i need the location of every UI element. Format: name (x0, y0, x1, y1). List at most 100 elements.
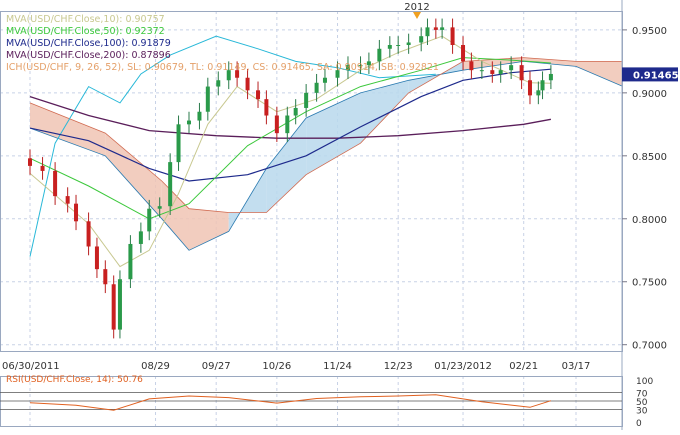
candle (186, 111, 191, 134)
kumo-segment (576, 61, 622, 87)
x-tick-label: 11/24 (323, 361, 352, 372)
candle (285, 106, 290, 142)
candle-body (111, 284, 116, 330)
candle-body (147, 208, 152, 232)
candle (406, 33, 411, 54)
candle-body (274, 115, 279, 134)
candle (168, 153, 173, 215)
x-tick-label: 02/21 (509, 361, 538, 372)
candle-body (548, 73, 553, 81)
rsi-tick-label: 50 (636, 398, 648, 408)
legend-mva200: MVA(USD/CHF.Close,200): 0.87896 (6, 50, 171, 61)
candle-body (345, 65, 350, 71)
kumo-segment (30, 102, 106, 156)
candle-body (168, 162, 173, 207)
candle (103, 260, 108, 294)
candle (138, 222, 143, 253)
candle (358, 56, 363, 74)
candle (274, 106, 279, 142)
year-label: 2012 (404, 2, 429, 13)
candle-body (74, 203, 79, 222)
candle-body (358, 65, 363, 67)
candle (527, 71, 532, 105)
candle (433, 18, 438, 39)
x-tick-label: 08/29 (141, 361, 170, 372)
x-tick-label: 10/26 (262, 361, 291, 372)
candle (205, 77, 210, 121)
candle (264, 90, 269, 125)
legend-mva10: MVA(USD/CHF.Close,10): 0.90757 (6, 14, 165, 25)
legend-mva100: MVA(USD/CHF.Close,100): 0.91879 (6, 38, 171, 49)
candle (94, 237, 99, 278)
kumo-segment (188, 208, 229, 251)
candle (235, 61, 240, 87)
candle-body (264, 99, 269, 116)
candle-body (540, 80, 545, 91)
candle (322, 68, 327, 92)
candle (479, 61, 484, 79)
candle-body (519, 65, 524, 81)
candle-body (197, 111, 202, 121)
candle (28, 149, 32, 175)
candle (377, 39, 382, 71)
candle (111, 275, 116, 339)
candle-body (536, 90, 541, 96)
candle (425, 18, 430, 45)
candle (245, 68, 250, 100)
candle (216, 71, 221, 96)
candle (226, 61, 231, 90)
rsi-line (29, 394, 552, 411)
candle-body (433, 27, 438, 30)
candle-body (490, 70, 495, 74)
candle-body (387, 45, 392, 49)
x-tick-label: 12/23 (384, 361, 413, 372)
candle (461, 36, 466, 71)
candle (509, 56, 514, 79)
y-tick-label: 0.7500 (632, 278, 667, 289)
current-price-tag (622, 67, 678, 82)
x-tick-label: 09/27 (202, 361, 231, 372)
candle-body (396, 45, 401, 46)
legend-mva50: MVA(USD/CHF.Close,50): 0.92372 (6, 26, 165, 37)
x-tick-label: 06/30/2011 (2, 361, 60, 372)
candle (304, 84, 309, 117)
candle-body (469, 61, 474, 71)
candle (157, 197, 162, 218)
candle-body (440, 27, 445, 30)
candle-body (304, 92, 309, 108)
candle-body (479, 70, 484, 72)
candle-body (235, 70, 240, 78)
rsi-tick-label: 30 (636, 406, 648, 416)
candle-body (498, 70, 503, 74)
candle-body (293, 107, 298, 116)
candle (197, 102, 202, 130)
candle-body (322, 77, 327, 83)
candle-body (450, 27, 455, 45)
candle (314, 73, 319, 102)
kumo-segment (523, 57, 576, 67)
candle (469, 52, 474, 79)
candle (396, 36, 401, 54)
mva200-line (29, 95, 552, 139)
candle (176, 115, 181, 171)
candle (117, 270, 122, 339)
kumo-segment (266, 118, 307, 213)
rsi-tick-label: 100 (636, 377, 653, 387)
rsi-tick-label: 70 (636, 390, 648, 400)
candle-body (461, 45, 466, 62)
candle-body (157, 206, 162, 209)
candle (536, 81, 541, 105)
candle-body (65, 196, 70, 204)
candle-body (128, 243, 133, 280)
candle (74, 194, 79, 231)
candle (256, 81, 261, 108)
candle-body (138, 231, 143, 244)
x-tick-label: 01/23/2012 (434, 361, 492, 372)
candle-body (377, 48, 382, 62)
kumo-segment (161, 181, 189, 251)
candle-body (314, 82, 319, 93)
candle-body (256, 90, 261, 100)
kumo-segment (306, 92, 361, 175)
candle-body (40, 165, 45, 171)
